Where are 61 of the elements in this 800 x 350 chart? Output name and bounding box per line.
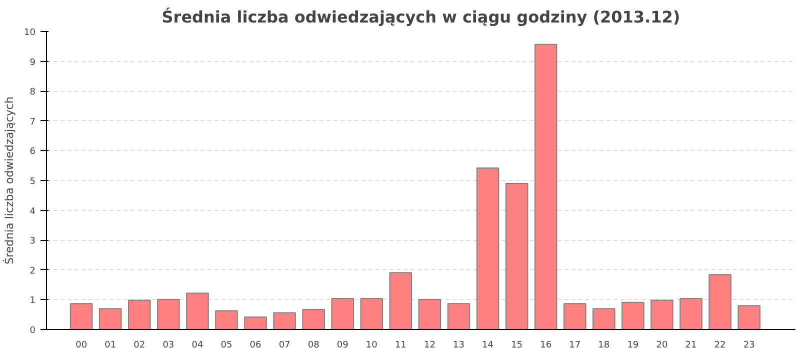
bar [360,298,384,330]
bar [592,308,616,330]
x-tick-label: 14 [482,340,494,350]
bar [215,310,238,330]
x-tick-label: 09 [336,340,349,350]
x-tick-label: 03 [162,340,174,350]
x-tick-label: 21 [685,340,697,350]
x-tick-label: 22 [714,340,726,350]
x-tick-label: 11 [394,340,406,350]
y-tick-label: 7 [30,117,36,128]
x-tick-label: 08 [308,340,320,350]
bar [563,303,586,330]
x-tick-label: 04 [192,340,204,350]
y-tick-label: 1 [30,296,36,306]
bar [389,272,412,330]
y-tick-label: 3 [30,236,36,247]
bar [476,167,500,330]
y-tick-label: 8 [30,88,36,98]
x-tick-label: 18 [598,340,610,350]
bar [244,316,267,330]
bar [534,44,558,330]
bar [273,312,296,330]
y-tick-label: 4 [30,206,36,217]
bar [418,298,442,330]
bar [708,274,732,330]
y-tick-label: 2 [30,266,36,276]
x-tick-label: 12 [424,340,436,350]
x-tick-label: 02 [134,340,146,350]
x-tick-label: 17 [569,340,581,350]
x-tick-label: 06 [250,340,262,350]
x-tick-label: 05 [220,340,232,350]
x-tick-label: 13 [453,340,464,350]
y-tick-label: 6 [30,147,36,158]
bar [622,302,644,330]
bar [738,305,760,330]
x-tick-label: 19 [627,340,639,350]
bar [505,182,528,330]
x-tick-label: 15 [511,340,523,350]
x-tick-label: 10 [366,340,378,350]
y-tick-label: 0 [30,326,36,336]
x-tick-label: 07 [278,340,290,350]
bar [680,298,702,330]
bar [186,292,209,330]
bar [98,308,122,330]
bar [157,298,180,330]
bar [128,300,151,330]
y-axis-title: Średnia liczba odwiedzających [2,96,16,264]
y-tick-label: 9 [30,58,36,68]
bar [70,303,93,330]
bar [331,298,354,330]
x-tick-label: 01 [104,340,116,350]
y-tick-label: 10 [24,28,36,38]
x-tick-label: 16 [540,340,552,350]
x-tick-label: 00 [76,340,88,350]
bar [302,309,325,330]
x-tick-label: 20 [656,340,668,350]
x-tick-label: 23 [743,340,755,350]
bar [447,303,470,330]
bar [650,300,674,330]
chart-title: Średnia liczba odwiedzających w ciągu godziny (2013.12) [162,8,680,26]
y-tick-label: 5 [30,177,36,187]
